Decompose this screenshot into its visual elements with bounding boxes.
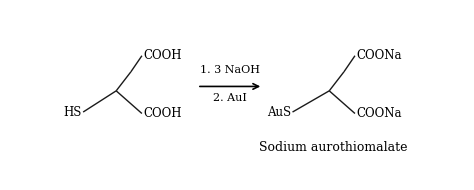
Text: COONa: COONa [356,49,401,62]
Text: HS: HS [64,105,82,119]
Text: 2. AuI: 2. AuI [213,93,247,103]
Text: 1. 3 NaOH: 1. 3 NaOH [200,65,260,75]
Text: COONa: COONa [356,107,401,120]
Text: COOH: COOH [143,49,182,62]
Text: Sodium aurothiomalate: Sodium aurothiomalate [259,142,407,154]
Text: AuS: AuS [267,105,292,119]
Text: COOH: COOH [143,107,182,120]
